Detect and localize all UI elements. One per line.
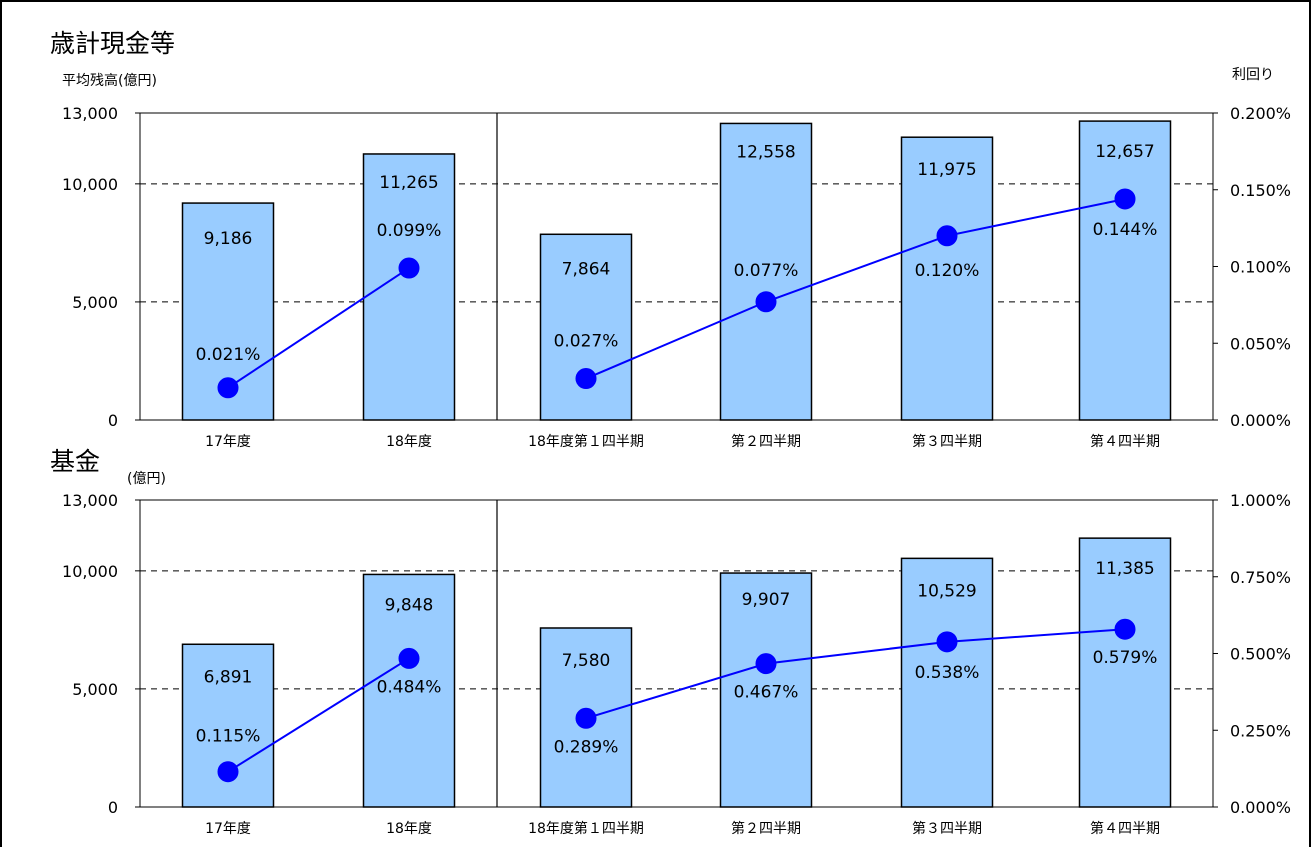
y-tick-label: 10,000: [62, 562, 118, 581]
line-point: [1114, 188, 1136, 210]
line-data-label: 0.484%: [377, 677, 442, 697]
bar-data-label: 11,975: [917, 160, 976, 180]
bar: [719, 572, 813, 808]
y2-tick-label: 0.500%: [1230, 645, 1291, 664]
bar-data-label: 9,848: [385, 595, 434, 615]
bar: [181, 643, 275, 808]
bar-data-label: 12,657: [1095, 142, 1154, 162]
line-point: [217, 377, 239, 399]
bar-data-label: 7,580: [562, 651, 611, 671]
y2-tick-label: 0.250%: [1230, 721, 1291, 740]
line-data-label: 0.289%: [554, 737, 619, 757]
category-label: 18年度第１四半期: [528, 820, 644, 837]
y2-tick-label: 0.050%: [1230, 334, 1291, 353]
bar-data-label: 10,529: [917, 581, 976, 601]
line-data-label: 0.144%: [1093, 220, 1158, 240]
category-label: 第２四半期: [731, 820, 801, 837]
line-data-label: 0.467%: [734, 683, 799, 703]
y-tick-label: 13,000: [62, 104, 118, 123]
y-tick-label: 0: [108, 798, 118, 817]
line-data-label: 0.120%: [915, 261, 980, 281]
bar: [362, 573, 456, 808]
bar-data-label: 9,907: [742, 590, 791, 610]
bar-data-label: 12,558: [736, 142, 795, 162]
y2-tick-label: 0.000%: [1230, 798, 1291, 817]
series-line: [585, 197, 1126, 380]
line-point: [936, 631, 958, 653]
category-label: 18年度第１四半期: [528, 433, 644, 450]
category-label: 17年度: [205, 821, 251, 837]
line-data-label: 0.538%: [915, 663, 980, 683]
y2-tick-label: 0.100%: [1230, 258, 1291, 277]
line-data-label: 0.027%: [554, 332, 619, 352]
bar: [900, 557, 994, 808]
bar-data-label: 9,186: [204, 229, 253, 249]
category-label: 第４四半期: [1090, 433, 1160, 450]
category-label: 第２四半期: [731, 433, 801, 450]
series-line: [227, 267, 410, 389]
y-tick-label: 10,000: [62, 175, 118, 194]
bar: [1078, 120, 1172, 421]
line-point: [398, 257, 420, 279]
line-data-label: 0.021%: [196, 345, 261, 365]
y2-axis-label: 利回り: [1232, 67, 1274, 83]
chart-title: 基金: [50, 447, 100, 476]
line-data-label: 0.099%: [377, 221, 442, 241]
y-tick-label: 5,000: [72, 680, 118, 699]
y-axis-label: 平均残高(億円): [62, 72, 157, 89]
line-point: [755, 653, 777, 675]
bar-data-label: 11,265: [379, 173, 438, 193]
bar: [1078, 537, 1172, 808]
category-label: 18年度: [386, 821, 432, 837]
y-tick-label: 0: [108, 411, 118, 430]
chart-kikin: 基金 (億円) 0 5,000 10,000 13,000 0.000% 0.250% 0.50…: [50, 447, 1291, 837]
line-point: [398, 647, 420, 669]
bar: [362, 153, 456, 421]
category-label: 18年度: [386, 434, 432, 450]
series-line: [585, 628, 1126, 720]
line-data-label: 0.579%: [1093, 648, 1158, 668]
series-line: [227, 657, 410, 773]
category-label: 第３四半期: [912, 433, 982, 450]
line-point: [217, 761, 239, 783]
line-data-label: 0.077%: [734, 261, 799, 281]
category-label: 17年度: [205, 434, 251, 450]
y2-tick-label: 0.000%: [1230, 411, 1291, 430]
y2-tick-label: 0.750%: [1230, 568, 1291, 587]
line-point: [1114, 618, 1136, 640]
bar-data-label: 6,891: [204, 667, 253, 687]
category-label: 第３四半期: [912, 820, 982, 837]
chart-title: 歳計現金等: [50, 29, 175, 58]
line-point: [755, 291, 777, 313]
line-point: [575, 368, 597, 390]
bar: [719, 122, 813, 421]
y-tick-label: 13,000: [62, 491, 118, 510]
y2-tick-label: 1.000%: [1230, 491, 1291, 510]
y-tick-label: 5,000: [72, 293, 118, 312]
y-axis-label: (億円): [127, 471, 166, 487]
bar-data-label: 11,385: [1095, 559, 1154, 579]
y2-tick-label: 0.150%: [1230, 181, 1291, 200]
line-data-label: 0.115%: [196, 727, 261, 747]
bar-data-label: 7,864: [562, 259, 611, 279]
bar: [900, 136, 994, 421]
category-label: 第４四半期: [1090, 820, 1160, 837]
y2-tick-label: 0.200%: [1230, 104, 1291, 123]
line-point: [575, 707, 597, 729]
line-point: [936, 225, 958, 247]
